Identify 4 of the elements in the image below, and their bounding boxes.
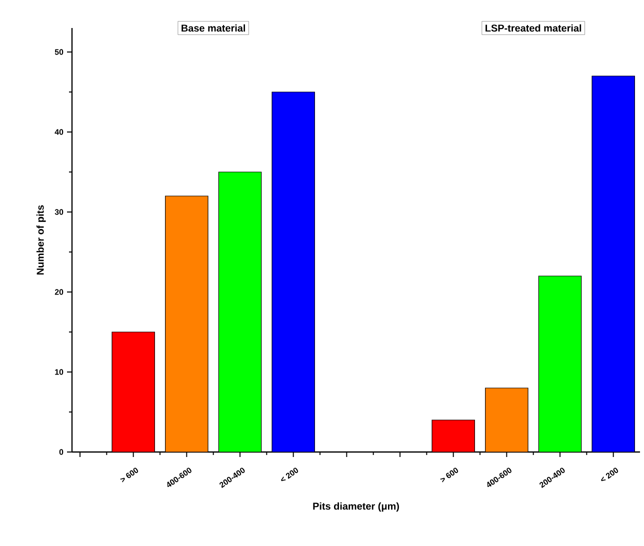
y-axis-title: Number of pits [36,205,46,274]
annotation: Base material [182,24,246,32]
annotation: LSP-treated material [486,24,582,32]
x-axis-title: Pits diameter (μm) [313,502,399,512]
